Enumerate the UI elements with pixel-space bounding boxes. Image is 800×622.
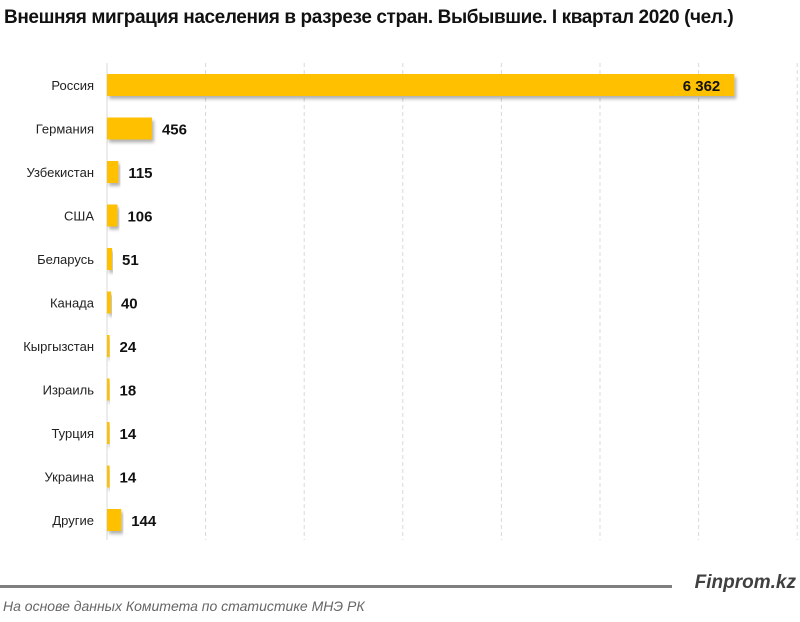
- category-label: Беларусь: [37, 252, 94, 267]
- bar: [107, 248, 113, 270]
- bar: [107, 422, 110, 444]
- category-label: Турция: [51, 426, 94, 441]
- value-label: 14: [120, 426, 137, 443]
- bar: [107, 378, 110, 401]
- brand-logo: Finprom.kz: [694, 572, 796, 593]
- bar: [107, 161, 119, 183]
- category-label: Другие: [52, 513, 94, 528]
- bar: [107, 465, 110, 488]
- bar: [107, 117, 152, 140]
- category-label: Канада: [50, 296, 95, 311]
- category-label: США: [64, 209, 94, 224]
- bar: [107, 291, 111, 314]
- bar: [107, 509, 122, 531]
- category-label: Узбекистан: [26, 165, 94, 180]
- chart-title: Внешняя миграция населения в разрезе стр…: [4, 7, 734, 28]
- bar: [107, 204, 118, 227]
- value-label: 106: [127, 209, 152, 226]
- value-label: 40: [121, 296, 138, 313]
- category-label: Кыргызстан: [23, 339, 94, 354]
- category-label: Израиль: [43, 383, 95, 398]
- value-label: 144: [131, 513, 157, 530]
- category-label: Украина: [45, 470, 95, 485]
- value-label: 456: [162, 122, 187, 139]
- footer-divider: [0, 585, 672, 588]
- value-label: 115: [128, 165, 152, 182]
- category-label: Россия: [51, 78, 94, 93]
- source-note: На основе данных Комитета по статистике …: [3, 598, 365, 614]
- bar: [107, 335, 110, 357]
- value-label: 24: [120, 339, 137, 356]
- value-label: 51: [122, 252, 139, 269]
- bar: [107, 74, 735, 96]
- value-label: 14: [120, 470, 137, 487]
- bar-chart: Россия 6 362 Германия 456 Узбекистан 115 США 10…: [23, 63, 798, 540]
- value-label: 18: [120, 383, 137, 400]
- category-label: Германия: [36, 122, 94, 137]
- value-label: 6 362: [683, 78, 721, 95]
